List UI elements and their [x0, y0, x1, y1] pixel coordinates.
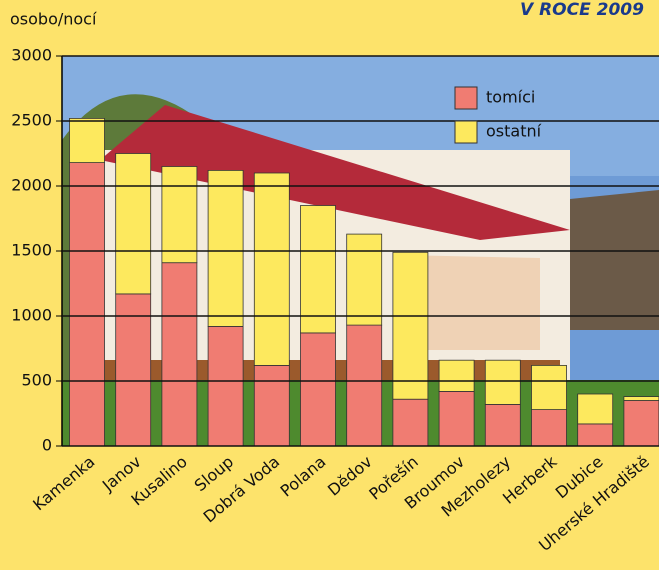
- bar-segment: [301, 333, 336, 446]
- y-tick-label: 500: [21, 371, 52, 390]
- bar-segment: [485, 404, 520, 446]
- bar-segment: [347, 325, 382, 446]
- y-tick-label: 2500: [11, 111, 52, 130]
- bar-segment: [116, 154, 151, 294]
- bar-segment: [70, 163, 105, 446]
- legend-label: tomíci: [486, 88, 535, 107]
- bar-segment: [208, 170, 243, 326]
- bar-segment: [254, 173, 289, 365]
- legend-label: ostatní: [486, 122, 542, 141]
- bar-segment: [208, 326, 243, 446]
- y-tick-label: 3000: [11, 46, 52, 65]
- chart: V ROCE 2009 osobo/nocí 0 500 1000 1500 2000 2…: [0, 0, 659, 570]
- bar-segment: [578, 424, 613, 446]
- legend-swatch: [455, 87, 477, 109]
- y-tick-label: 1500: [11, 241, 52, 260]
- bar-segment: [393, 399, 428, 446]
- bar-segment: [439, 391, 474, 446]
- bar-segment: [162, 263, 197, 446]
- bar-segment: [162, 167, 197, 263]
- y-tick-label: 0: [42, 436, 52, 455]
- bar-segment: [624, 401, 659, 447]
- y-axis-label: osobo/nocí: [10, 10, 97, 29]
- bar-segment: [301, 206, 336, 333]
- bar-segment: [254, 365, 289, 446]
- bar-segment: [624, 397, 659, 401]
- bar-segment: [347, 234, 382, 325]
- y-tick-label: 2000: [11, 176, 52, 195]
- bar-segment: [532, 410, 567, 446]
- bar-segment: [485, 360, 520, 404]
- bar-segment: [393, 252, 428, 399]
- legend-swatch: [455, 121, 477, 143]
- bar-segment: [578, 394, 613, 424]
- bar-segment: [532, 365, 567, 409]
- y-tick-label: 1000: [11, 306, 52, 325]
- bar-segment: [439, 360, 474, 391]
- bar-segment: [70, 118, 105, 162]
- chart-title: V ROCE 2009: [520, 0, 644, 20]
